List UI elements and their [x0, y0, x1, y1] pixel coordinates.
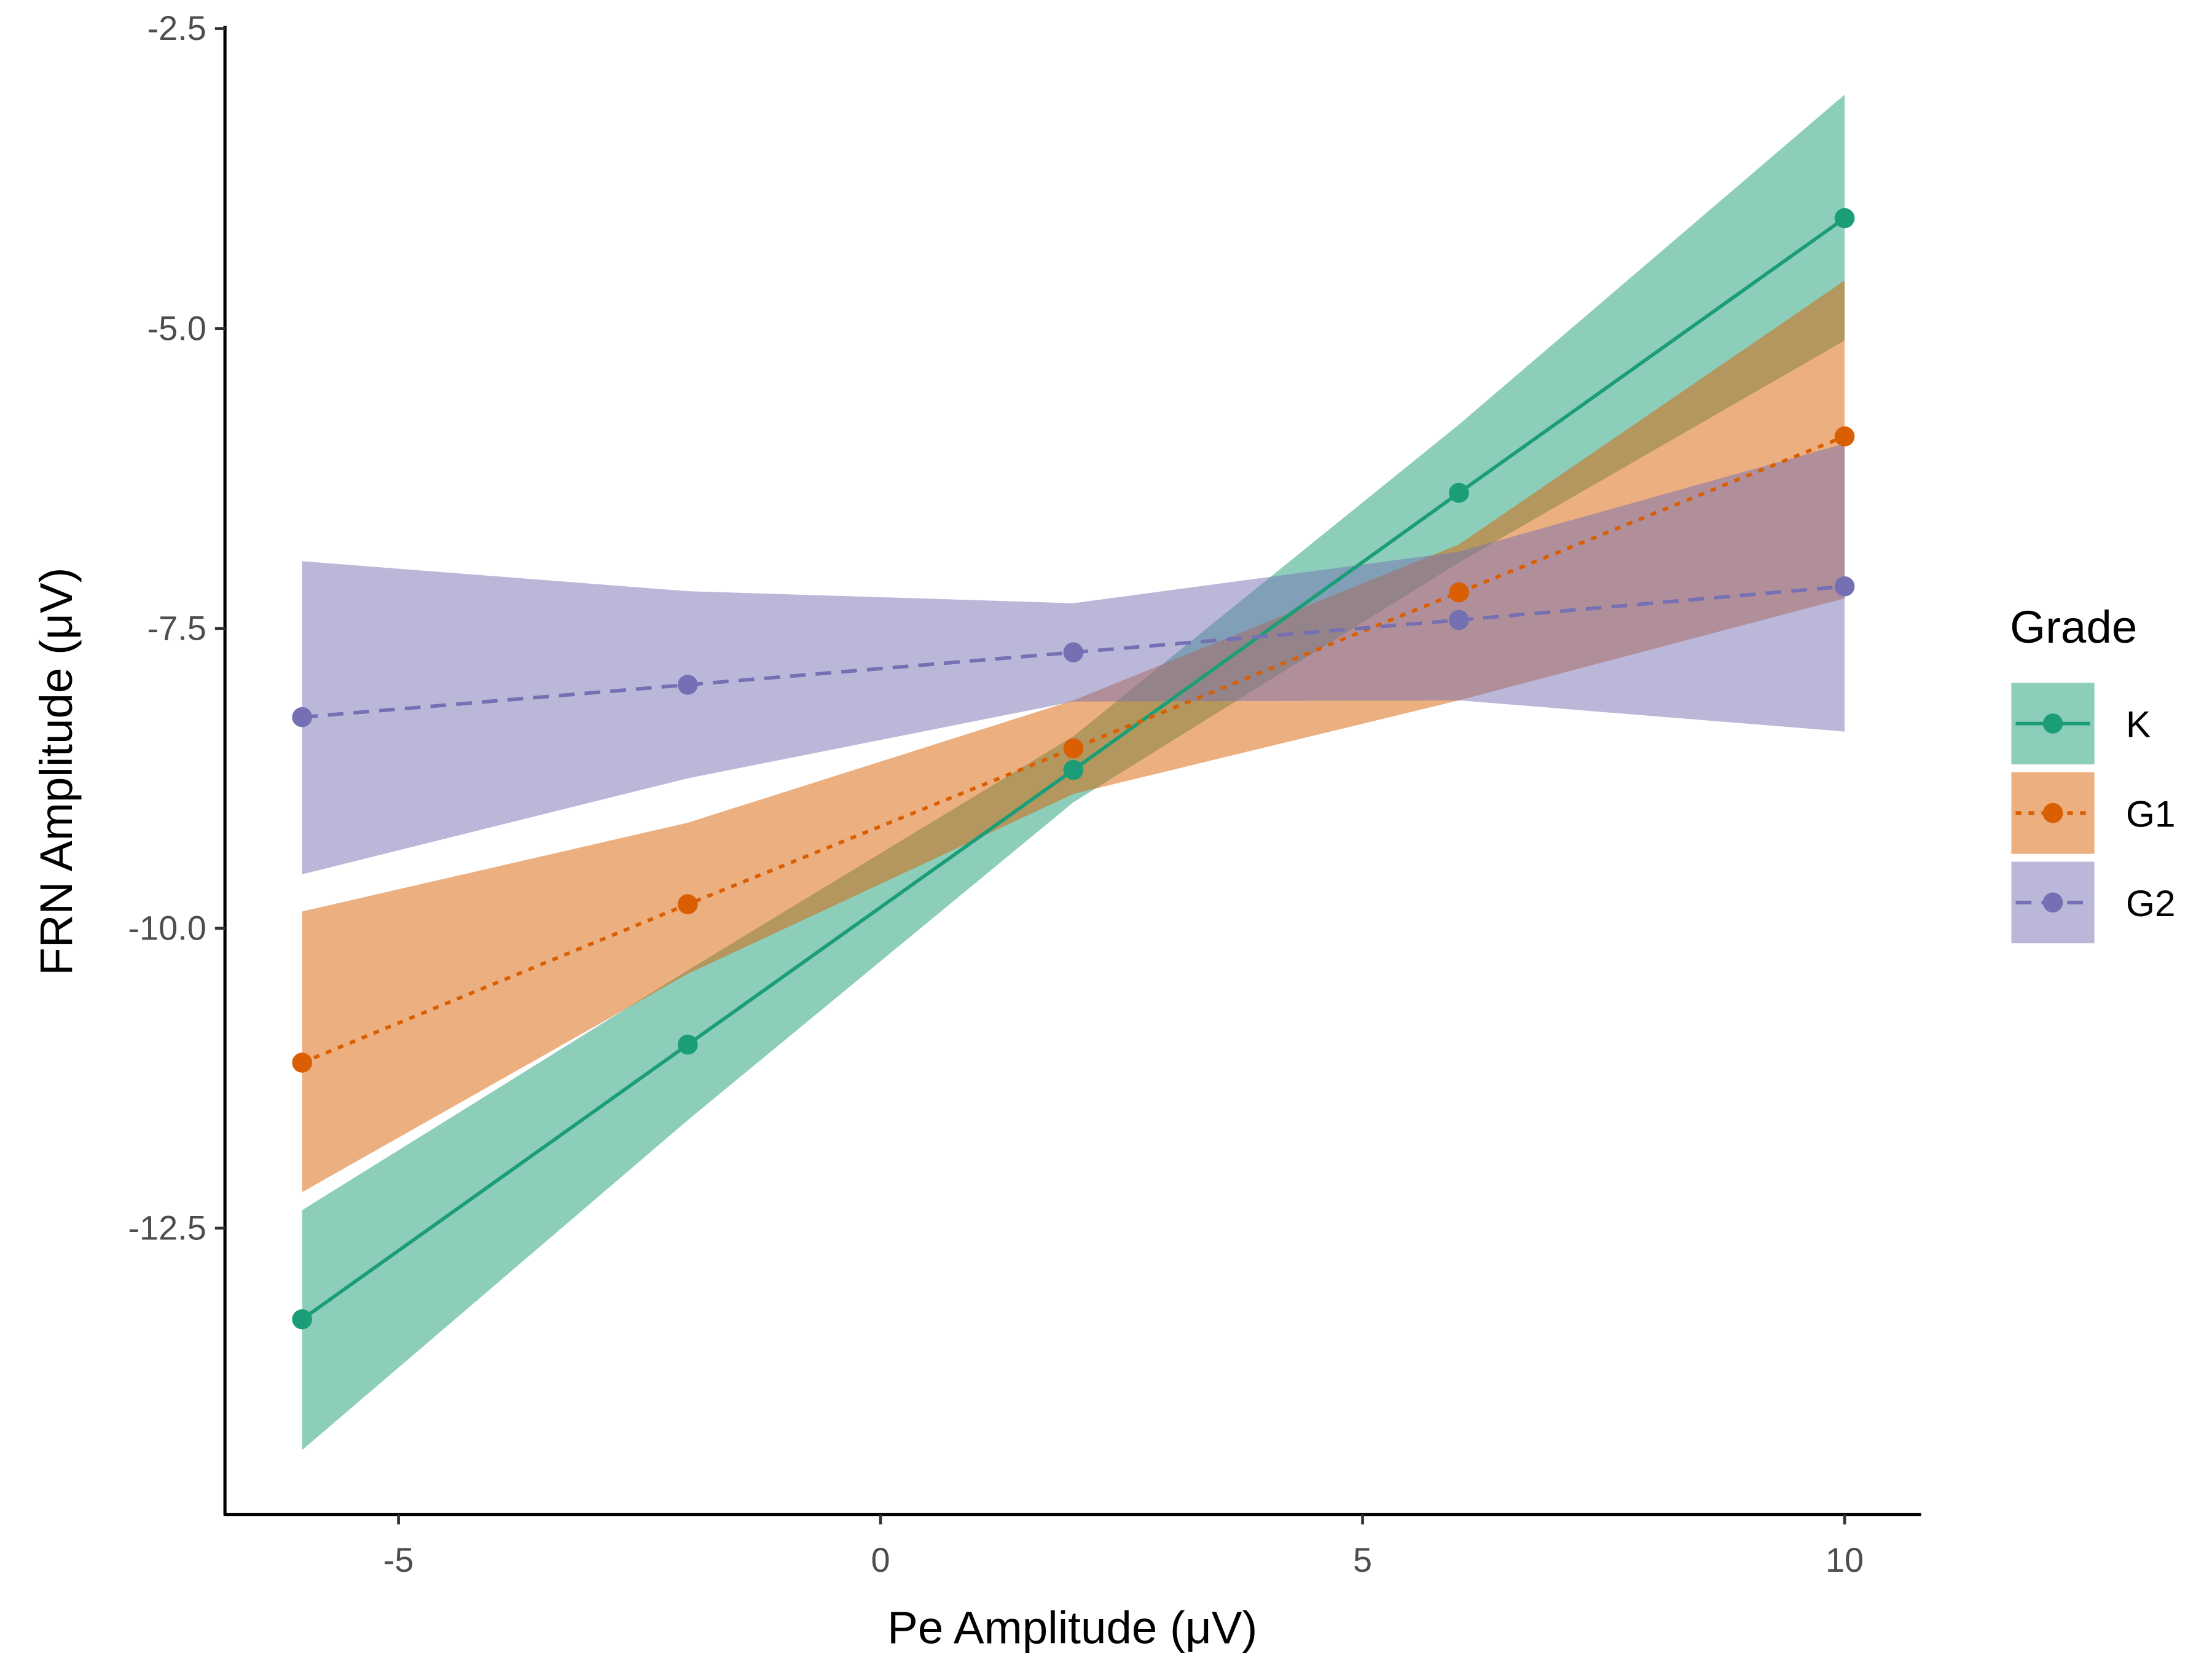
point-K — [1834, 208, 1855, 229]
y-tick-label: -5.0 — [147, 308, 206, 347]
point-G1 — [1449, 582, 1469, 603]
y-tick-label: -10.0 — [128, 908, 206, 947]
x-tick-label: -5 — [383, 1540, 414, 1579]
legend-point-G1 — [2042, 802, 2063, 823]
point-G2 — [1834, 576, 1855, 597]
point-K — [292, 1309, 313, 1330]
y-ticks: -2.5 -5.0 -7.5 -10.0 -12.5 — [128, 9, 226, 1247]
legend-point-K — [2042, 713, 2063, 734]
point-G2 — [677, 675, 698, 695]
point-K — [1063, 759, 1084, 780]
point-G2 — [1449, 610, 1469, 630]
x-ticks: -5 0 5 10 — [383, 1514, 1864, 1579]
point-G1 — [292, 1053, 313, 1073]
point-G2 — [292, 707, 313, 728]
x-tick-label: 10 — [1826, 1540, 1864, 1579]
legend-title: Grade — [2010, 602, 2137, 653]
x-tick-label: 0 — [871, 1540, 890, 1579]
ribbon-G1 — [302, 280, 1845, 1193]
point-G1 — [1834, 426, 1855, 447]
point-K — [1449, 482, 1469, 503]
legend-label-G1: G1 — [2126, 793, 2176, 834]
point-K — [677, 1034, 698, 1055]
y-tick-label: -2.5 — [147, 9, 206, 47]
y-tick-label: -12.5 — [128, 1208, 206, 1247]
series-points — [292, 208, 1855, 1330]
legend-label-G2: G2 — [2126, 882, 2176, 924]
legend-point-G2 — [2042, 892, 2063, 913]
point-G1 — [677, 894, 698, 915]
point-G2 — [1063, 642, 1084, 663]
point-G1 — [1063, 738, 1084, 759]
y-axis-title: FRN Amplitude (μV) — [31, 568, 82, 976]
x-axis-title: Pe Amplitude (μV) — [887, 1602, 1257, 1653]
legend-label-K: K — [2126, 704, 2151, 745]
y-tick-label: -7.5 — [147, 608, 206, 647]
x-tick-label: 5 — [1353, 1540, 1372, 1579]
legend: Grade K G1 G2 — [2010, 602, 2176, 944]
